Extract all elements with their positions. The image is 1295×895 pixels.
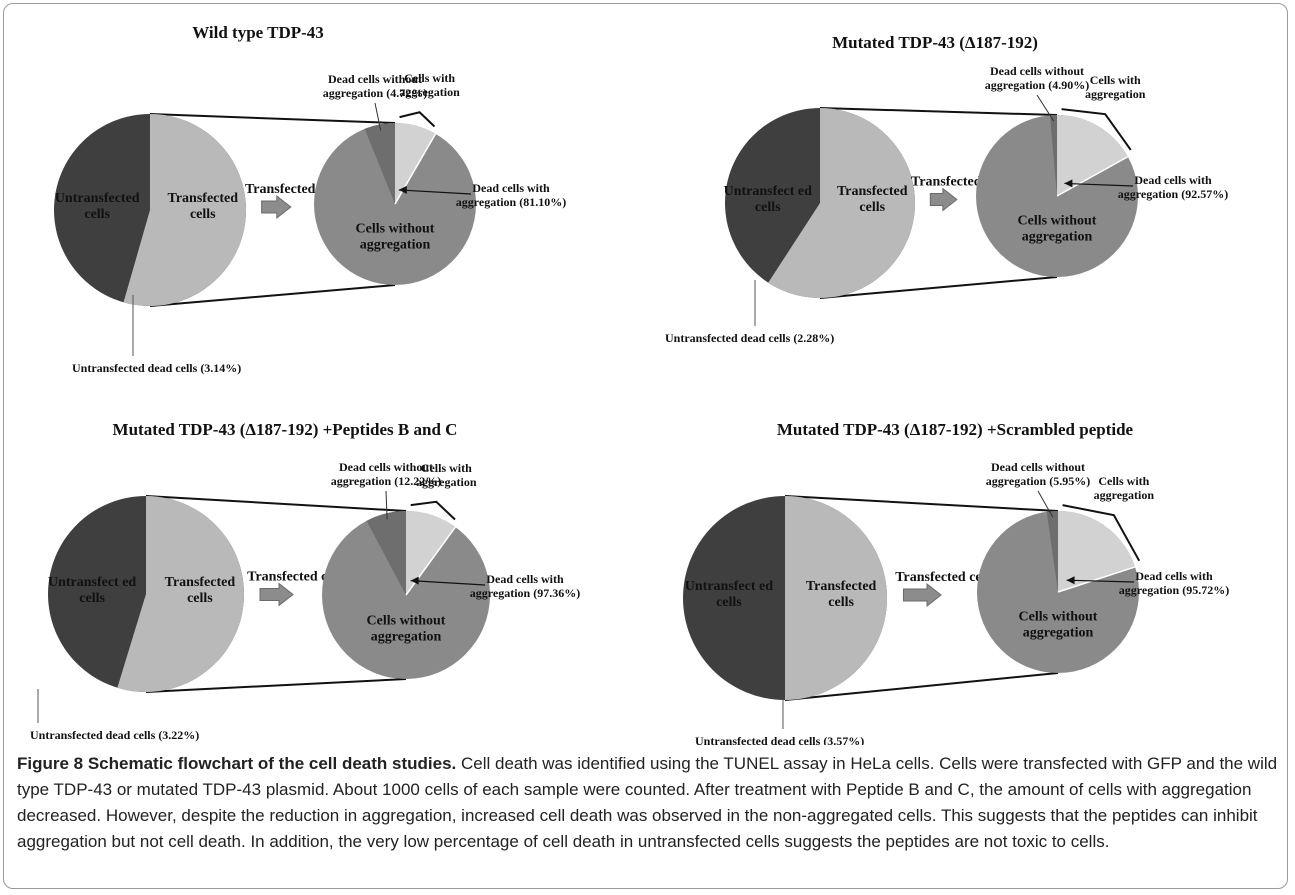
pie-label-without-aggregation: Cells without aggregation — [1019, 609, 1098, 640]
bracket-aggregation — [1062, 504, 1141, 562]
figure-frame — [3, 3, 1288, 889]
label-with-aggregation: Cells with aggregation — [1094, 474, 1155, 502]
pie-slice-dead-without-aggregation — [1049, 115, 1057, 196]
chart-title: Wild type TDP-43 — [192, 23, 324, 42]
pie-slice-dead-without-aggregation — [1046, 511, 1058, 592]
caption-label: Figure 8 Schematic flowchart of the cell… — [17, 754, 457, 773]
label-with-aggregation: Cells with aggregation — [416, 461, 477, 489]
pie-divider — [394, 133, 437, 205]
pie-divider — [1057, 566, 1136, 593]
pie-label-transfected: Transfected cells — [837, 184, 908, 215]
pie-label-untransfected: Untransfected cells — [55, 191, 140, 222]
arrowhead-dead-with-aggregation — [398, 185, 407, 194]
pie-slice-with-aggregation — [395, 123, 436, 204]
pie-label-without-aggregation: Cells without aggregation — [367, 613, 446, 644]
label-with-aggregation: Cells with aggregation — [399, 71, 460, 99]
leader-dead-without-aggregation — [385, 490, 388, 520]
connector-line-bottom — [819, 276, 1058, 299]
label-untransfected-dead: Untransfected dead cells (2.28%) — [665, 331, 834, 345]
leader-dead-without-aggregation — [1036, 94, 1055, 122]
bracket-aggregation — [399, 111, 436, 128]
pie-label-without-aggregation: Cells without aggregation — [356, 221, 435, 252]
arrowhead-dead-with-aggregation — [410, 576, 419, 585]
connector-line-top — [149, 113, 396, 124]
label-dead-without-aggregation: Dead cells without aggregation (4.90%) — [985, 64, 1089, 92]
pie-label-transfected: Transfected cells — [168, 191, 239, 222]
label-untransfected-dead: Untransfected dead cells (3.22%) — [30, 728, 199, 742]
pie-label-untransfected: Untransfect ed cells — [724, 184, 812, 215]
connector-line-top — [784, 495, 1059, 512]
arrow-transfected — [902, 582, 942, 608]
pie-label-transfected: Transfected cells — [165, 575, 236, 606]
bracket-aggregation — [410, 500, 456, 521]
leader-dead-with-aggregation — [410, 580, 486, 586]
figure-caption: Figure 8 Schematic flowchart of the cell… — [17, 751, 1279, 855]
pie-label-without-aggregation: Cells without aggregation — [1018, 213, 1097, 244]
label-dead-with-aggregation: Dead cells with aggregation (81.10%) — [456, 181, 566, 209]
pie-divider — [1056, 156, 1129, 197]
chart-panel-4: Mutated TDP-43 (Δ187-192) +Scrambled pep… — [683, 420, 1229, 745]
arrow-transfected — [259, 582, 294, 607]
label-dead-with-aggregation: Dead cells with aggregation (95.72%) — [1119, 569, 1229, 597]
arrowhead-dead-with-aggregation — [1064, 179, 1073, 188]
connector-line-bottom — [784, 672, 1059, 701]
pie-slice-transfected — [123, 114, 246, 306]
chart-panel-2: Mutated TDP-43 (Δ187-192) Untransfect ed c… — [665, 33, 1228, 345]
pie-slice-transfected — [768, 108, 915, 298]
pie-label-untransfected: Untransfect ed cells — [685, 579, 773, 610]
pie-slice-dead-without-aggregation — [366, 511, 406, 595]
pie-slice-transfected — [117, 496, 244, 692]
label-dead-with-aggregation: Dead cells with aggregation (92.57%) — [1118, 173, 1228, 201]
chart-panel-1: Wild type TDP-43 Untransfected cells Transf… — [54, 23, 566, 375]
connector-line-top — [819, 107, 1058, 116]
leader-dead-with-aggregation — [1066, 579, 1135, 583]
label-dead-without-aggregation: Dead cells without aggregation (4.72%) — [323, 72, 427, 100]
arrowhead-dead-with-aggregation — [1066, 576, 1075, 585]
arrow-label: Transfected cells — [247, 570, 347, 585]
pie-label-untransfected: Untransfect ed cells — [48, 575, 136, 606]
pie-slice-with-aggregation — [1057, 115, 1128, 196]
label-dead-without-aggregation: Dead cells without aggregation (5.95%) — [986, 460, 1090, 488]
bracket-aggregation — [1061, 108, 1132, 151]
chart-title: Mutated TDP-43 (Δ187-192) — [832, 33, 1038, 52]
pie-label-transfected: Transfected cells — [806, 579, 877, 610]
label-untransfected-dead: Untransfected dead cells (3.14%) — [72, 361, 241, 375]
chart-title: Mutated TDP-43 (Δ187-192) +Scrambled pep… — [777, 420, 1134, 439]
connector-line-top — [145, 495, 407, 512]
label-with-aggregation: Cells with aggregation — [1085, 73, 1146, 101]
chart-title: Mutated TDP-43 (Δ187-192) +Peptides B an… — [113, 420, 458, 439]
arrow-label: Transfected cells — [895, 570, 995, 585]
leader-dead-without-aggregation — [1037, 490, 1054, 518]
pie-slice-transfected — [785, 496, 887, 700]
arrow-transfected — [261, 194, 292, 220]
arrow-transfected — [929, 187, 958, 212]
caption-text: Cell death was identified using the TUNE… — [17, 754, 1278, 851]
label-dead-without-aggregation: Dead cells without aggregation (12.22%) — [331, 460, 441, 488]
figure-panels: Wild type TDP-43 Untransfected cells Transf… — [30, 23, 1229, 745]
pie-slice-with-aggregation — [406, 511, 456, 595]
leader-dead-with-aggregation — [398, 189, 472, 195]
leader-dead-with-aggregation — [1064, 182, 1134, 187]
chart-panel-3: Mutated TDP-43 (Δ187-192) +Peptides B an… — [30, 420, 580, 742]
pie-slice-with-aggregation — [1058, 511, 1136, 592]
pie-divider — [405, 526, 456, 596]
connector-line-bottom — [149, 284, 396, 307]
label-untransfected-dead: Untransfected dead cells (3.57%) — [695, 734, 864, 745]
pie-slice-dead-without-aggregation — [364, 123, 395, 204]
leader-dead-without-aggregation — [374, 102, 382, 131]
label-dead-with-aggregation: Dead cells with aggregation (97.36%) — [470, 572, 580, 600]
connector-line-bottom — [145, 678, 407, 693]
